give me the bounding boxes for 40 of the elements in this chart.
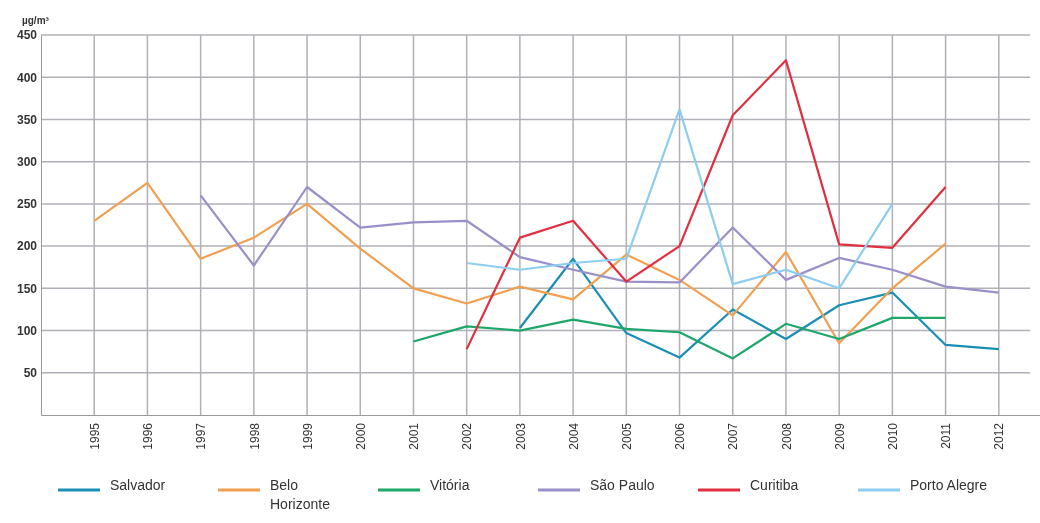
line-series bbox=[465, 108, 894, 290]
x-tick-label: 1999 bbox=[300, 422, 315, 450]
y-axis-title: µg/m³ bbox=[22, 15, 50, 26]
y-tick-label: 100 bbox=[16, 323, 38, 338]
x-tick-label: 2000 bbox=[353, 422, 368, 450]
legend-label: Curitiba bbox=[750, 477, 799, 493]
line-series bbox=[518, 257, 1000, 359]
x-tick-label: 1996 bbox=[141, 422, 156, 450]
x-tick-label: 2001 bbox=[407, 422, 422, 450]
legend-label: Vitória bbox=[430, 477, 470, 493]
x-tick-label: 1997 bbox=[194, 422, 209, 450]
y-tick-label: 150 bbox=[16, 281, 38, 296]
x-tick-label: 1995 bbox=[87, 422, 102, 450]
x-tick-label: 1998 bbox=[247, 422, 262, 450]
x-tick-label: 2007 bbox=[726, 422, 741, 450]
x-tick-label: 2011 bbox=[939, 422, 954, 449]
legend-label: Belo Horizonte bbox=[270, 477, 331, 512]
x-tick-label: 2003 bbox=[513, 422, 528, 450]
y-tick-label: 450 bbox=[16, 28, 38, 43]
line-series bbox=[199, 185, 1000, 294]
x-tick-label: 2005 bbox=[620, 422, 635, 450]
line-series bbox=[412, 316, 947, 360]
x-tick-label: 2004 bbox=[566, 422, 581, 450]
y-tick-label: 250 bbox=[16, 197, 38, 212]
y-tick-label: 300 bbox=[16, 155, 38, 170]
x-tick-label: 2008 bbox=[779, 422, 794, 450]
y-tick-label: 50 bbox=[23, 366, 38, 381]
legend-label: São Paulo bbox=[590, 477, 655, 493]
x-tick-label: 2010 bbox=[886, 422, 901, 450]
y-tick-label: 200 bbox=[16, 239, 38, 254]
x-tick-label: 2012 bbox=[992, 422, 1007, 450]
legend-label: Salvador bbox=[110, 477, 166, 493]
y-tick-label: 350 bbox=[16, 112, 38, 127]
x-tick-label: 2006 bbox=[673, 422, 688, 450]
x-tick-label: 2002 bbox=[460, 422, 475, 450]
line-series bbox=[465, 59, 947, 351]
legend-label: Porto Alegre bbox=[910, 477, 988, 493]
y-tick-label: 400 bbox=[16, 70, 38, 85]
line-series bbox=[93, 181, 947, 345]
x-tick-label: 2009 bbox=[832, 422, 847, 450]
